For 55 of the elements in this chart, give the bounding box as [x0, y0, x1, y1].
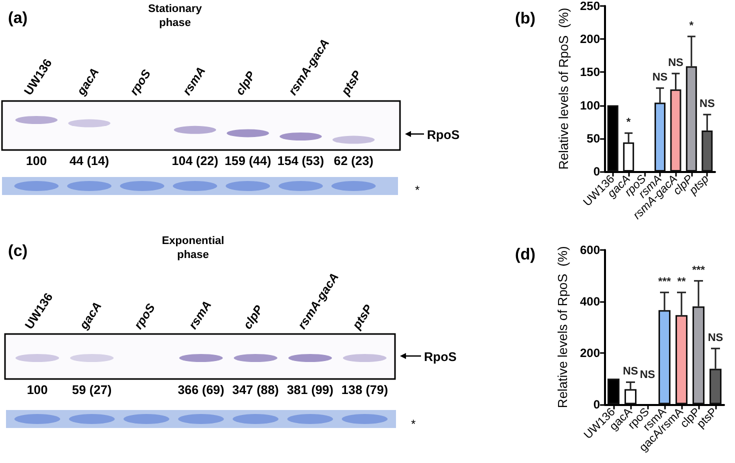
y-tick-label: 400	[580, 294, 600, 308]
text: *	[411, 417, 416, 431]
data-label: 366 (69)	[178, 383, 224, 397]
text: (a)	[8, 10, 28, 27]
annotation: NS	[640, 368, 656, 381]
text: Exponential phase	[162, 235, 224, 261]
y-tick-label: 600	[580, 243, 600, 257]
y-axis-title: Relative levels of RpoS (%)	[556, 8, 571, 170]
y-tick-label: 150	[580, 65, 600, 80]
annotation: NS	[622, 366, 638, 378]
y-tick-label: 0	[593, 397, 600, 412]
text: (d)	[515, 246, 536, 264]
data-label: 100	[26, 154, 47, 168]
text: RpoS	[424, 350, 457, 364]
annotation: *	[689, 20, 694, 32]
text: RpoS	[427, 128, 460, 142]
text: (b)	[515, 10, 536, 28]
data-label: 59 (27)	[72, 383, 112, 397]
y-tick-label: 200	[580, 346, 600, 360]
data-label: 44 (14)	[69, 154, 110, 168]
text: Stationary phase	[148, 3, 203, 29]
data-label: 100	[26, 383, 48, 397]
bar	[676, 315, 688, 404]
bar	[686, 66, 697, 172]
data-label: 62 (23)	[334, 154, 374, 168]
annotation: NS	[652, 72, 668, 84]
data-label: 347 (88)	[232, 383, 279, 397]
data-label: 381 (99)	[286, 383, 334, 397]
text: *	[415, 183, 420, 197]
data-label: 159 (44)	[224, 154, 272, 168]
bar	[702, 130, 713, 172]
y-tick-label: 0	[593, 164, 600, 178]
y-tick-label: 100	[580, 98, 600, 112]
bar	[624, 389, 636, 404]
annotation: **	[677, 276, 686, 288]
y-axis-title: Relative levels of RpoS (%)	[555, 246, 570, 408]
bar	[710, 368, 722, 404]
annotation: NS	[708, 332, 724, 344]
data-label: 138 (79)	[341, 383, 388, 397]
y-tick-label: 200	[580, 32, 600, 46]
y-tick-label: 50	[586, 131, 600, 146]
annotation: ***	[658, 276, 672, 288]
y-tick-label: 250	[580, 0, 600, 13]
bar	[654, 102, 666, 172]
bar	[623, 142, 634, 172]
annotation: *	[626, 116, 632, 129]
bar	[670, 89, 682, 172]
bar	[692, 306, 704, 404]
data-label: 104 (22)	[172, 154, 218, 168]
annotation: NS	[668, 57, 684, 70]
annotation: ***	[692, 264, 706, 276]
data-label: 154 (53)	[277, 154, 324, 168]
text: (c)	[8, 243, 28, 260]
bar	[658, 310, 670, 404]
annotation: NS	[700, 98, 715, 110]
